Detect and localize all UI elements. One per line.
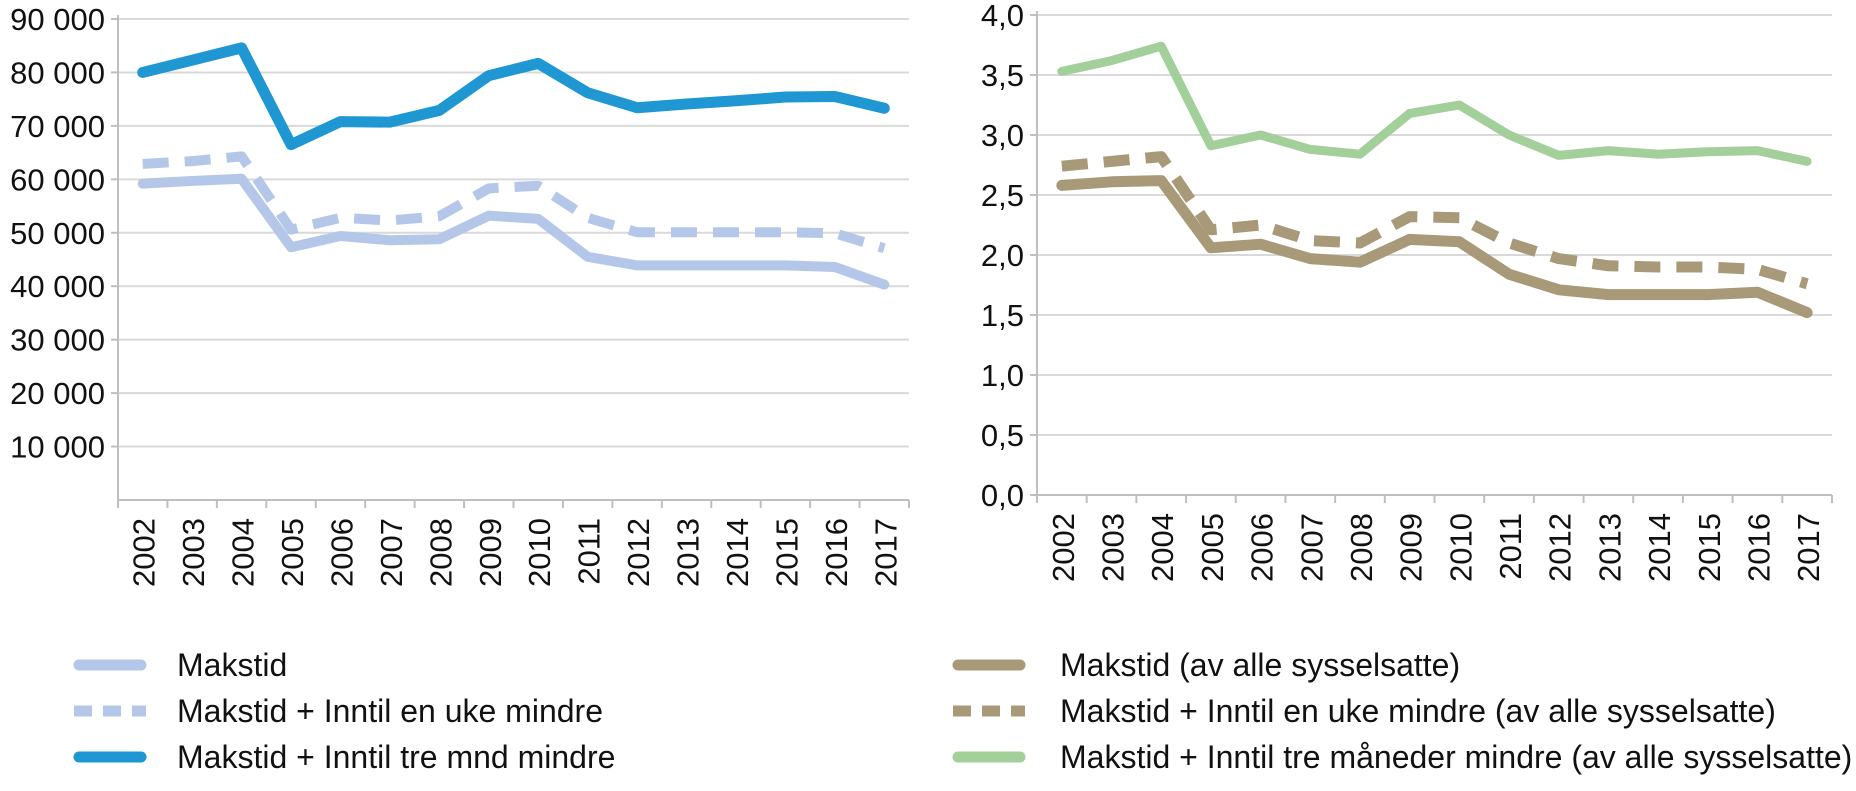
x-axis-label: 2012 <box>621 518 656 587</box>
x-axis-label: 2003 <box>176 518 211 587</box>
x-axis-label: 2016 <box>819 518 854 587</box>
x-axis-label: 2010 <box>1443 513 1478 582</box>
series-line <box>1057 41 1812 166</box>
x-axis-label: 2009 <box>1394 513 1429 582</box>
x-axis-label: 2014 <box>1642 513 1677 582</box>
y-axis-label: 70 000 <box>10 109 105 144</box>
x-axis-label: 2013 <box>671 518 706 587</box>
y-axis-label: 1,0 <box>981 358 1024 393</box>
series-line <box>1061 151 1809 290</box>
y-axis-label: 20 000 <box>10 376 105 411</box>
series-line <box>142 151 886 254</box>
legend-row: Makstid + Inntil tre mnd mindre <box>73 734 615 780</box>
y-axis-label: 0,0 <box>981 478 1024 513</box>
x-axis-label: 2015 <box>1692 513 1727 582</box>
legend-row: Makstid (av alle sysselsatte) <box>952 642 1852 688</box>
legend-label: Makstid + Inntil tre måneder mindre (av … <box>1060 738 1853 775</box>
series-line <box>137 173 890 290</box>
x-axis-label: 2002 <box>1046 513 1081 582</box>
x-axis-label: 2008 <box>423 518 458 587</box>
legend-row: Makstid + Inntil en uke mindre <box>73 688 615 734</box>
legend-label: Makstid (av alle sysselsatte) <box>1060 646 1461 683</box>
x-axis-label: 2003 <box>1096 513 1131 582</box>
x-axis-label: 2007 <box>374 518 409 587</box>
legend-row: Makstid + Inntil en uke mindre (av alle … <box>952 688 1852 734</box>
x-axis-label: 2008 <box>1344 513 1379 582</box>
x-axis-label: 2012 <box>1543 513 1578 582</box>
x-axis-label: 2016 <box>1741 513 1776 582</box>
legend-line-swatch <box>952 659 1026 671</box>
legend-line-swatch <box>952 751 1026 763</box>
x-axis-label: 2005 <box>275 518 310 587</box>
x-axis-label: 2006 <box>324 518 359 587</box>
legend-label: Makstid + Inntil en uke mindre <box>177 692 603 729</box>
legend-left: Makstid Makstid + Inntil en uke mindre M… <box>73 642 615 780</box>
x-axis-label: 2009 <box>473 518 508 587</box>
x-axis-label: 2005 <box>1195 513 1230 582</box>
y-axis-label: 2,0 <box>981 238 1024 273</box>
x-axis-label: 2006 <box>1245 513 1280 582</box>
x-axis-label: 2002 <box>127 518 162 587</box>
legend-line-swatch <box>73 659 147 671</box>
legend-line-swatch <box>73 751 147 763</box>
x-axis-label: 2011 <box>1493 513 1528 580</box>
legend-label: Makstid + Inntil tre mnd mindre <box>177 738 616 775</box>
y-axis-label: 4,0 <box>981 0 1024 33</box>
y-axis-label: 60 000 <box>10 162 105 197</box>
y-axis-label: 80 000 <box>10 55 105 90</box>
y-axis-label: 2,5 <box>981 178 1024 213</box>
y-axis-label: 30 000 <box>10 323 105 358</box>
y-axis-label: 0,5 <box>981 418 1024 453</box>
y-axis-label: 90 000 <box>10 2 105 37</box>
chart-0-svg: 10 000 20 000 30 000 40 000 50 000 60 000 70 0… <box>10 2 910 587</box>
y-axis-label: 1,5 <box>981 298 1024 333</box>
x-axis-label: 2017 <box>868 518 903 587</box>
legend-label: Makstid <box>177 646 288 683</box>
y-axis-label: 3,5 <box>981 58 1024 93</box>
series-line <box>1056 175 1813 319</box>
x-axis-label: 2011 <box>572 518 607 585</box>
x-axis-label: 2013 <box>1592 513 1627 582</box>
x-axis-label: 2015 <box>769 518 804 587</box>
x-axis-label: 2007 <box>1294 513 1329 582</box>
y-axis-label: 40 000 <box>10 269 105 304</box>
chart-1-svg: 0,0 0,5 1,0 1,5 2,0 2,5 3,0 3,5 4,0 2002 2003 2004 2… <box>981 0 1833 582</box>
x-axis-label: 2017 <box>1791 513 1826 582</box>
y-axis-label: 3,0 <box>981 118 1024 153</box>
series-line <box>137 42 890 151</box>
y-axis-label: 10 000 <box>10 430 105 465</box>
x-axis-label: 2004 <box>1145 513 1180 582</box>
x-axis-label: 2004 <box>226 518 261 587</box>
legend-label: Makstid + Inntil en uke mindre (av alle … <box>1060 692 1776 729</box>
legend-line-swatch <box>953 705 1025 717</box>
x-axis-label: 2014 <box>720 518 755 587</box>
y-axis-label: 50 000 <box>10 216 105 251</box>
legend-right: Makstid (av alle sysselsatte) Makstid + … <box>952 642 1852 780</box>
legend-line-swatch <box>74 705 146 717</box>
legend-row: Makstid + Inntil tre måneder mindre (av … <box>952 734 1852 780</box>
legend-row: Makstid <box>73 642 615 688</box>
x-axis-label: 2010 <box>522 518 557 587</box>
